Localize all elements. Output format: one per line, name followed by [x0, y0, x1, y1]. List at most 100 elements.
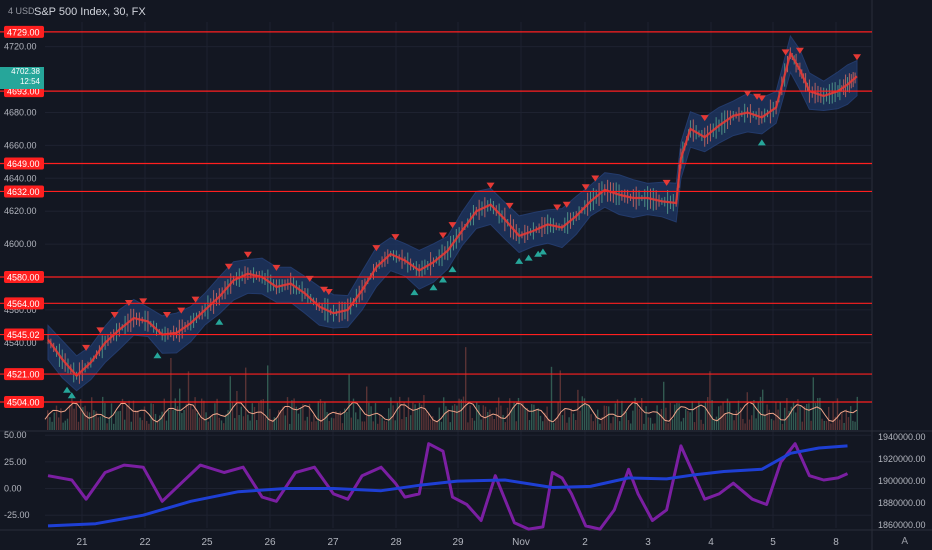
volume-bar [689, 412, 691, 430]
volume-bar [258, 402, 260, 430]
volume-bar [253, 406, 256, 430]
volume-bar [737, 400, 740, 430]
level-label: 4504.00 [7, 398, 40, 408]
volume-bar [711, 400, 713, 430]
volume-bar [53, 412, 55, 430]
volume-bar [361, 421, 363, 430]
osc-y-tick-label: 0.00 [4, 484, 22, 494]
volume-bar [693, 422, 696, 430]
sell-signal-marker [662, 179, 671, 186]
volume-bar [696, 407, 698, 430]
volume-bar [416, 408, 418, 430]
volume-bar [825, 420, 828, 430]
volume-bar [302, 404, 304, 430]
volume-bar [372, 421, 374, 430]
volume-bar [638, 408, 641, 430]
volume-bar [605, 405, 608, 430]
volume-bar [801, 421, 803, 430]
symbol-title: S&P 500 Index, 30, FX [34, 6, 146, 18]
volume-bar [847, 417, 850, 430]
osc-y-tick-label: -25.00 [4, 510, 30, 520]
volume-bar [77, 421, 80, 430]
volume-bar [454, 404, 456, 430]
volume-bar [231, 401, 234, 430]
x-tick-label: 8 [833, 537, 839, 548]
buy-signal-marker [438, 276, 447, 283]
volume-bar [130, 421, 132, 430]
volume-bar [491, 415, 493, 430]
auto-scale-toggle[interactable]: A [901, 536, 908, 547]
volume-bar [504, 422, 506, 430]
volume-bar [636, 401, 638, 430]
price-moving-average [47, 50, 858, 378]
volume-bar [328, 421, 330, 430]
volume-bar [773, 420, 775, 430]
sell-signal-marker [700, 115, 709, 122]
volume-bar [619, 421, 621, 430]
volume-bar [322, 403, 324, 430]
buy-signal-marker [429, 284, 438, 291]
volume-bar [462, 396, 465, 430]
sell-signal-marker [562, 201, 571, 208]
volume-bar [247, 414, 249, 430]
volume-bar [845, 409, 847, 430]
y-tick-label: 4600.00 [4, 239, 37, 249]
volume-bar [135, 410, 137, 430]
volume-bar [124, 419, 126, 430]
volume-bar [660, 408, 663, 430]
volume-bar [676, 403, 678, 430]
currency-label: 4 USD [8, 6, 35, 16]
volume-bar [187, 371, 190, 430]
volume-bar [678, 403, 680, 430]
volume-bar [599, 423, 601, 430]
volume-bar [181, 413, 183, 430]
volume-bar [610, 423, 612, 430]
volume-bar [792, 401, 795, 430]
volume-bar [401, 419, 403, 430]
sell-signal-marker [853, 54, 861, 61]
volume-bar [203, 400, 205, 430]
volume-bar [58, 417, 60, 430]
volume-bar [649, 417, 652, 430]
volume-bar [656, 405, 658, 430]
volume-bar [432, 416, 434, 430]
volume-bar [823, 420, 825, 430]
level-tag [4, 271, 44, 283]
volume-bar [630, 423, 632, 430]
volume-bar [526, 408, 528, 430]
volume-bar [269, 408, 271, 430]
volume-bar [700, 419, 702, 430]
volume-bar [304, 420, 306, 430]
y-tick-label: 4640.00 [4, 173, 37, 183]
volume-bar [240, 406, 242, 430]
level-label: 4545.02 [7, 330, 40, 340]
volume-bar [388, 408, 390, 430]
volume-bar [88, 412, 91, 430]
volume-bar [410, 415, 412, 430]
volume-bar [473, 420, 476, 430]
volume-bar [520, 405, 522, 430]
sell-signal-marker [581, 184, 590, 191]
volume-bar [275, 417, 278, 430]
volume-bar [766, 404, 768, 430]
volume-bar [830, 423, 832, 430]
volume-bar [407, 397, 410, 430]
buy-signal-marker [215, 318, 224, 325]
volume-bar [423, 395, 425, 430]
volume-bar [374, 403, 377, 430]
level-label: 4693.00 [7, 87, 40, 97]
volume-bar [709, 371, 711, 430]
volume-bar [161, 411, 163, 430]
volume-bar [740, 407, 742, 430]
volume-bar [718, 406, 720, 430]
volume-bar [251, 403, 253, 430]
volume-bar [141, 420, 143, 430]
volume-bar [405, 417, 407, 430]
volume-bar [808, 403, 810, 430]
volume-bar [154, 413, 157, 430]
y-tick-label: 4540.00 [4, 338, 37, 348]
volume-bar [99, 416, 102, 430]
volume-bar [572, 413, 575, 430]
sell-signal-marker [224, 263, 233, 270]
